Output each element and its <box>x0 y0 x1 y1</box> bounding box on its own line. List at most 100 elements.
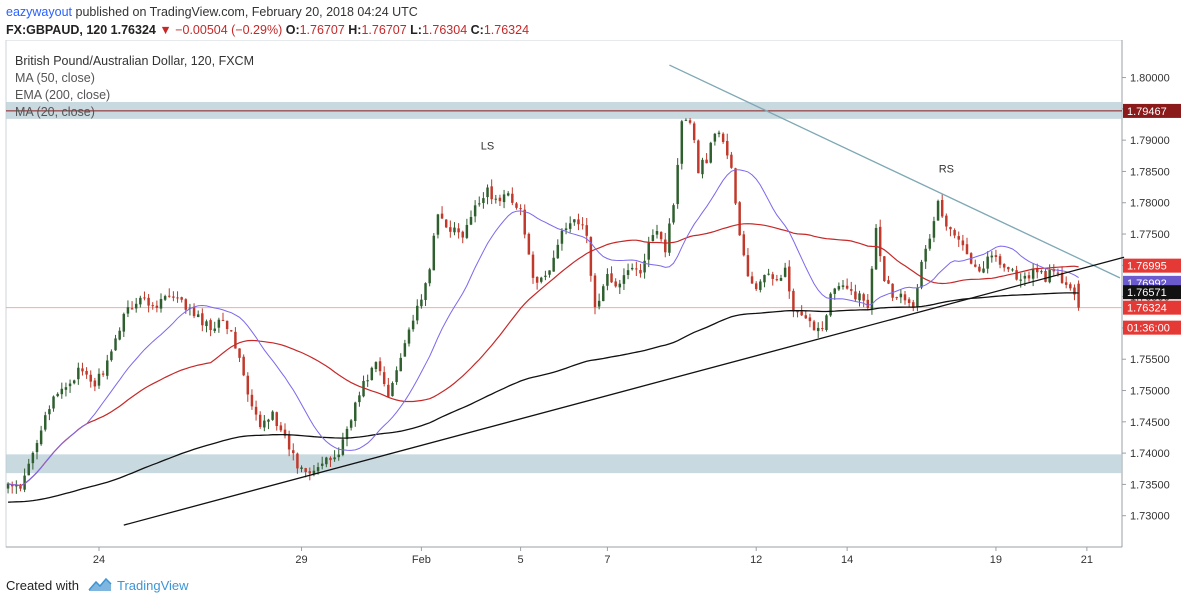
trendline-descending <box>669 64 1121 279</box>
open-value: 1.76707 <box>299 23 345 37</box>
candle-body <box>424 283 427 300</box>
price-tick-label: 1.78000 <box>1130 198 1170 210</box>
candle-body <box>230 330 233 332</box>
time-tick-label: 24 <box>93 554 105 566</box>
price-tick-label: 1.73500 <box>1130 479 1170 491</box>
candle-body <box>316 467 320 472</box>
price-tick-label: 1.74500 <box>1130 417 1170 429</box>
price-label-176324: 1.76324 <box>1127 303 1167 315</box>
price-tick-label: 1.75500 <box>1130 354 1170 366</box>
candle-body <box>469 216 473 225</box>
price-label-box <box>1123 300 1181 315</box>
candle-body <box>184 299 188 310</box>
candle-body <box>552 257 555 272</box>
candle-body <box>118 330 121 340</box>
chart-legend: British Pound/Australian Dollar, 120, FX… <box>15 53 254 121</box>
candle-body <box>48 409 51 415</box>
candle-body <box>750 276 754 284</box>
candle-body <box>60 388 64 395</box>
candle-body <box>949 227 952 230</box>
candle-body <box>304 468 307 473</box>
candle-body <box>85 370 88 375</box>
candle-body <box>957 236 960 240</box>
tradingview-brand[interactable]: TradingView <box>117 578 189 593</box>
candle-body <box>1069 284 1072 289</box>
price-tick-label: 1.74000 <box>1130 448 1170 460</box>
candle-body <box>763 274 766 283</box>
candle-body <box>920 261 923 288</box>
close-value: 1.76324 <box>483 23 530 37</box>
candle-body <box>858 293 861 301</box>
candle-body <box>6 483 10 489</box>
candle-body <box>478 203 481 205</box>
candle-body <box>990 255 994 258</box>
candle-body <box>511 193 514 203</box>
candle-body <box>891 283 894 298</box>
legend-ema200[interactable]: EMA (200, close) <box>15 88 111 102</box>
candle-body <box>1073 287 1076 295</box>
time-tick-label: 14 <box>841 554 853 566</box>
candle-body <box>974 264 977 267</box>
candle-body <box>961 240 965 246</box>
candle-body <box>403 343 407 357</box>
candle-body <box>651 235 655 242</box>
candle-body <box>986 256 989 269</box>
candle-body <box>540 277 543 282</box>
candle-body <box>767 273 770 275</box>
legend-ma20[interactable]: MA (20, close) <box>15 105 95 119</box>
candle-body <box>816 327 820 332</box>
candle-body <box>56 393 59 397</box>
candle-body <box>172 296 175 298</box>
legend-ma50[interactable]: MA (50, close) <box>15 71 95 85</box>
candle-body <box>449 227 452 232</box>
candle-body <box>895 297 898 299</box>
candle-body <box>234 331 237 349</box>
chart-header: eazywayout published on TradingView.com,… <box>0 0 1182 42</box>
author-link[interactable]: eazywayout <box>6 5 73 19</box>
price-label-176571: 1.76571 <box>1127 287 1167 299</box>
annotation-ls: LS <box>481 141 494 153</box>
symbol-label: FX:GBPAUD, 120 <box>6 23 108 37</box>
created-with-text: Created with <box>6 578 79 593</box>
candle-body <box>878 226 882 257</box>
candle-body <box>275 412 278 427</box>
candle-body <box>1077 283 1080 308</box>
published-text: published on TradingView.com, February 2… <box>75 5 418 19</box>
candle-body <box>1031 269 1035 279</box>
candle-body <box>754 283 758 290</box>
candle-body <box>1002 264 1006 268</box>
candle-body <box>936 200 940 221</box>
candle-body <box>916 287 919 308</box>
candle-body <box>692 123 696 141</box>
candle-body <box>573 219 576 223</box>
candle-body <box>300 467 303 469</box>
candle-body <box>387 384 390 397</box>
candle-body <box>176 297 179 299</box>
candle-body <box>349 420 353 428</box>
candle-body <box>738 202 741 236</box>
last-price: 1.76324 <box>110 23 156 37</box>
candle-body <box>597 300 601 307</box>
tradingview-logo-icon[interactable] <box>88 577 112 593</box>
candle-body <box>490 186 493 200</box>
candle-body <box>374 362 378 370</box>
candle-body <box>254 406 258 415</box>
candle-body <box>697 140 700 174</box>
candle-body <box>292 450 295 454</box>
candle-body <box>44 415 47 430</box>
candle-body <box>345 428 349 440</box>
support-resistance-zone-1 <box>6 454 1122 474</box>
candle-body <box>978 266 981 272</box>
candle-body <box>647 241 650 260</box>
candle-body <box>192 306 196 317</box>
candle-body <box>1015 270 1018 280</box>
candle-body <box>730 154 733 168</box>
candle-body <box>610 273 613 283</box>
price-label-176995: 1.76995 <box>1127 261 1167 273</box>
candle-body <box>577 219 580 225</box>
candle-body <box>874 227 878 270</box>
candle-body <box>93 380 97 387</box>
candle-body <box>31 452 35 464</box>
high-value: 1.76707 <box>361 23 407 37</box>
